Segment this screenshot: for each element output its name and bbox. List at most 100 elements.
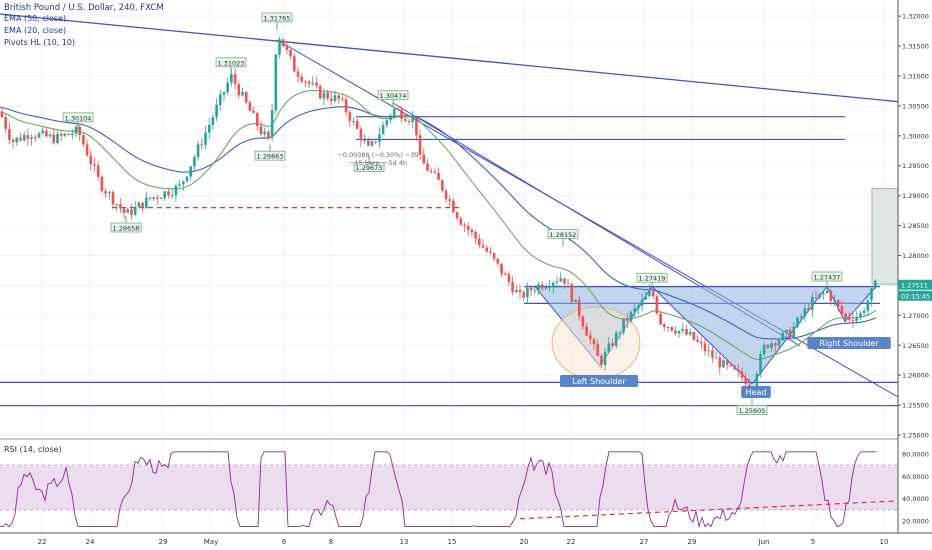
candle-body xyxy=(385,120,389,125)
candle-body xyxy=(248,102,252,111)
candle-body xyxy=(400,109,403,119)
candle-body xyxy=(0,111,4,117)
candle-body xyxy=(489,251,492,254)
candle-body xyxy=(548,286,551,288)
candle-body xyxy=(100,176,104,192)
pivot-label-box xyxy=(547,229,579,239)
candle-body xyxy=(663,324,666,328)
candle-body xyxy=(341,98,344,100)
pivot-label: 1.25605 xyxy=(739,407,766,415)
candle-body xyxy=(174,185,178,196)
candle-body xyxy=(159,198,163,200)
candle-body xyxy=(540,284,544,289)
candle-body xyxy=(437,172,440,181)
rsi-title: RSI (14, close) xyxy=(4,445,62,454)
candle-body xyxy=(85,144,89,156)
candle-body xyxy=(230,74,233,83)
candle-body xyxy=(307,81,311,84)
candle-body xyxy=(96,165,100,177)
candle-body xyxy=(270,110,274,138)
candle-body xyxy=(281,39,285,47)
candle-body xyxy=(407,120,411,123)
grid xyxy=(0,0,898,533)
candle-body xyxy=(318,85,322,99)
candle-body xyxy=(22,135,26,141)
pattern-label-box xyxy=(741,386,771,398)
candle-body xyxy=(559,278,562,282)
candle-body xyxy=(781,332,784,341)
candle-body xyxy=(622,318,625,333)
candle-body xyxy=(444,190,448,200)
left-shoulder-ellipse xyxy=(551,306,641,380)
candle-body xyxy=(814,297,818,299)
candle-body xyxy=(111,192,115,205)
pivot-label: 1.31023 xyxy=(218,59,245,67)
candle-body xyxy=(207,124,211,133)
time-tick-label: 10 xyxy=(880,538,889,546)
candle-body xyxy=(411,117,414,123)
candle-body xyxy=(296,71,300,77)
target-projection-box xyxy=(871,187,899,285)
candle-body xyxy=(337,95,340,99)
chart-title: British Pound / U.S. Dollar, 240, FXCM xyxy=(4,3,164,13)
head-shape xyxy=(650,286,829,385)
time-tick-label: 20 xyxy=(520,538,529,546)
candle-body xyxy=(674,330,677,334)
candle-body xyxy=(189,166,192,177)
candle-body xyxy=(244,92,248,103)
candle-body xyxy=(496,258,500,264)
candle-body xyxy=(37,133,41,138)
candle-body xyxy=(833,300,836,302)
candle-body xyxy=(259,126,263,135)
pivot-label-box xyxy=(254,150,286,161)
candle-body xyxy=(370,141,374,146)
candle-body xyxy=(822,293,825,295)
candle-body xyxy=(315,82,318,86)
rsi-tick-label: 20.0000 xyxy=(902,518,929,526)
candle-body xyxy=(500,263,503,274)
candle-body xyxy=(200,144,204,146)
candle-body xyxy=(71,133,74,135)
candle-body xyxy=(93,164,96,166)
study-ema20: EMA (20, close) xyxy=(4,26,67,35)
countdown-label: 02:15:45 xyxy=(901,292,930,300)
candle-body xyxy=(859,313,862,318)
candle-body xyxy=(459,218,463,225)
candle-body xyxy=(226,82,229,93)
candle-body xyxy=(381,124,385,135)
candle-body xyxy=(48,134,52,137)
candle-body xyxy=(511,281,514,293)
candle-body xyxy=(359,128,363,141)
time-tick-label: 29 xyxy=(688,538,697,546)
right-shoulder-shape xyxy=(826,286,878,323)
candle-body xyxy=(762,344,766,355)
pivot-label: 1.29673 xyxy=(356,164,383,172)
pattern-label-box xyxy=(807,337,891,349)
study-pivots: Pivots HL (10, 10) xyxy=(4,38,76,47)
candle-body xyxy=(429,170,433,172)
candle-body xyxy=(507,274,511,282)
countdown-tag xyxy=(898,290,932,301)
candle-body xyxy=(170,195,174,197)
candle-body xyxy=(651,291,655,297)
candle-body xyxy=(56,133,59,144)
candle-body xyxy=(766,344,770,348)
candle-body xyxy=(492,253,496,259)
candle-body xyxy=(137,202,141,207)
time-tick-label: Jun xyxy=(758,538,770,546)
candle-body xyxy=(392,108,396,116)
candle-body xyxy=(759,354,762,374)
candle-body xyxy=(873,280,877,289)
candle-body xyxy=(293,56,296,72)
candle-body xyxy=(614,332,618,346)
candle-body xyxy=(744,377,747,385)
candle-body xyxy=(696,339,699,342)
candle-body xyxy=(703,343,707,352)
price-tick-label: 1.28000 xyxy=(902,252,929,260)
candle-body xyxy=(126,209,130,213)
candle-body xyxy=(700,341,703,344)
price-tick-label: 1.25500 xyxy=(902,402,929,410)
candle-body xyxy=(774,343,777,346)
candle-body xyxy=(178,184,181,186)
